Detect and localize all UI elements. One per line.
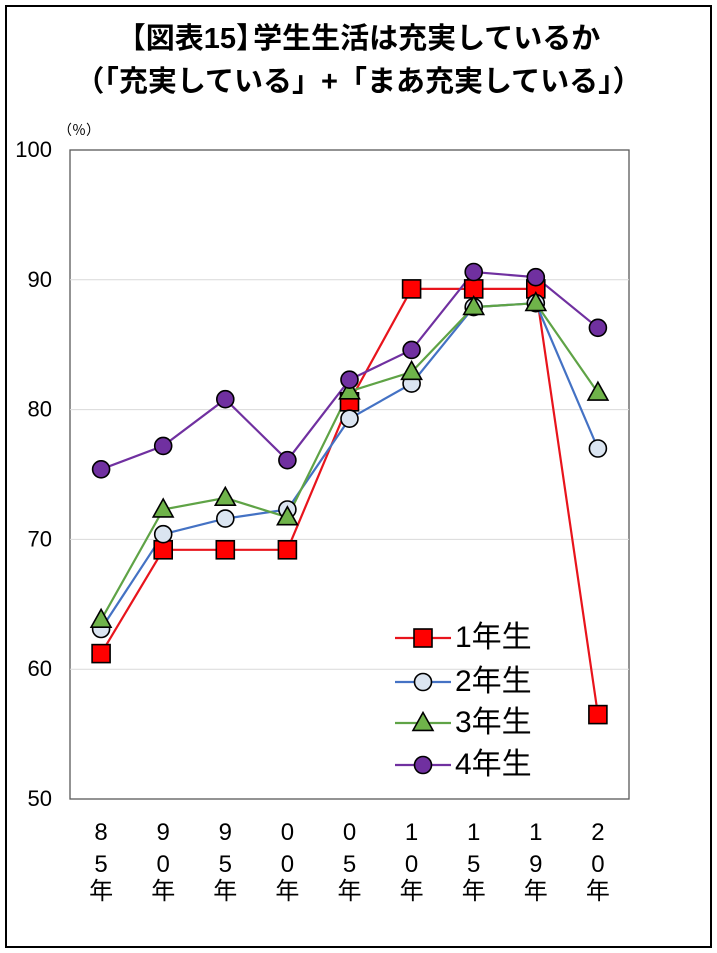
svg-text:5: 5	[94, 851, 107, 878]
svg-text:0: 0	[281, 819, 294, 846]
svg-text:年: 年	[89, 878, 113, 905]
svg-text:9: 9	[529, 851, 542, 878]
svg-text:1: 1	[467, 819, 480, 846]
svg-text:0: 0	[591, 851, 604, 878]
svg-text:1年生: 1年生	[455, 621, 532, 654]
svg-text:70: 70	[28, 526, 52, 551]
svg-text:0: 0	[157, 851, 170, 878]
svg-text:80: 80	[28, 397, 52, 422]
svg-text:年: 年	[338, 878, 362, 905]
svg-text:100: 100	[15, 137, 52, 162]
svg-text:年: 年	[400, 878, 424, 905]
svg-text:3年生: 3年生	[455, 706, 532, 739]
svg-text:9: 9	[219, 819, 232, 846]
svg-text:1: 1	[529, 819, 542, 846]
svg-text:0: 0	[281, 851, 294, 878]
svg-text:2年生: 2年生	[455, 665, 532, 698]
svg-text:年: 年	[586, 878, 610, 905]
svg-text:年: 年	[524, 878, 548, 905]
svg-text:0: 0	[343, 819, 356, 846]
svg-text:9: 9	[157, 819, 170, 846]
svg-text:90: 90	[28, 267, 52, 292]
svg-text:年: 年	[275, 878, 299, 905]
svg-text:4年生: 4年生	[455, 748, 532, 781]
svg-text:年: 年	[151, 878, 175, 905]
svg-text:5: 5	[467, 851, 480, 878]
svg-text:5: 5	[343, 851, 356, 878]
svg-text:0: 0	[405, 851, 418, 878]
svg-text:5: 5	[219, 851, 232, 878]
svg-text:2: 2	[591, 819, 604, 846]
svg-text:年: 年	[213, 878, 237, 905]
svg-text:1: 1	[405, 819, 418, 846]
svg-text:60: 60	[28, 656, 52, 681]
svg-text:50: 50	[28, 786, 52, 811]
svg-text:年: 年	[462, 878, 486, 905]
svg-text:8: 8	[94, 819, 107, 846]
